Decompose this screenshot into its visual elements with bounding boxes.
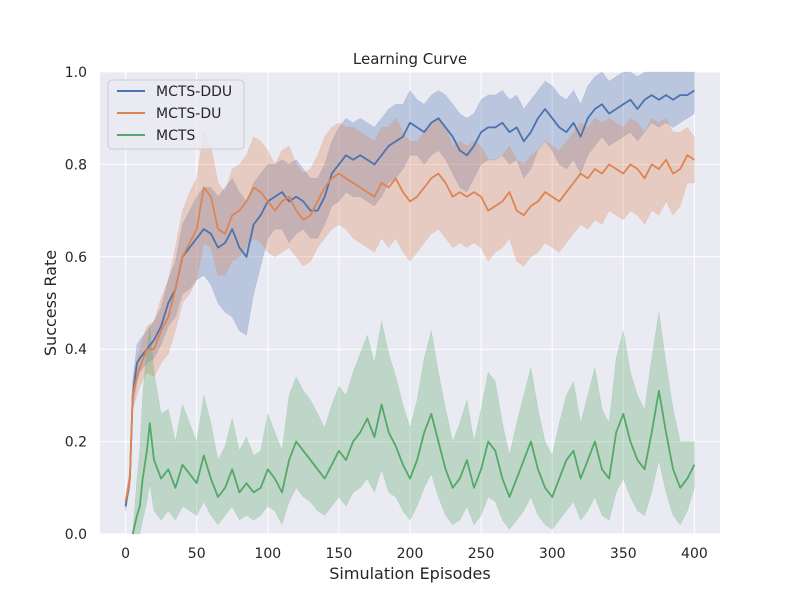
legend-box	[107, 79, 245, 150]
confidence-bands	[125, 71, 695, 535]
series-lines	[124, 89, 696, 535]
x-tick-label: 400	[681, 546, 708, 562]
y-tick-label: 0.4	[65, 342, 87, 358]
x-tick-label: 200	[397, 546, 424, 562]
x-tick-label: 350	[610, 546, 637, 562]
x-tick-label: 100	[254, 546, 281, 562]
band-mcts-du	[125, 117, 695, 507]
legend-label-mcts: MCTS	[156, 128, 195, 144]
x-tick-label: 150	[326, 546, 353, 562]
x-axis-title: Simulation Episodes	[329, 564, 490, 583]
chart-title: Learning Curve	[353, 50, 467, 68]
series-line-mcts-ddu	[124, 89, 695, 507]
x-tick-label: 300	[539, 546, 566, 562]
legend: MCTS-DDU MCTS-DU MCTS	[107, 79, 245, 150]
y-tick-labels: 0.0 0.2 0.4 0.6 0.8 1.0	[65, 65, 87, 543]
y-tick-label: 0.8	[65, 157, 87, 173]
series-line-mcts-du	[124, 154, 695, 502]
series-line-mcts	[131, 389, 696, 535]
band-mcts-ddu	[125, 71, 695, 511]
legend-label-mcts-du: MCTS-DU	[156, 106, 221, 122]
legend-label-mcts-ddu: MCTS-DDU	[156, 84, 232, 100]
x-tick-label: 50	[188, 546, 206, 562]
y-tick-label: 0.6	[65, 250, 87, 266]
x-tick-label: 250	[468, 546, 495, 562]
y-axis-title: Success Rate	[41, 250, 60, 356]
x-tick-label: 0	[121, 546, 130, 562]
x-tick-labels: 0 50 100 150 200 250 300 350 400	[121, 546, 708, 562]
grid-lines	[100, 71, 720, 535]
y-tick-label: 1.0	[65, 65, 87, 81]
y-tick-label: 0.0	[65, 527, 87, 543]
y-tick-label: 0.2	[65, 435, 87, 451]
